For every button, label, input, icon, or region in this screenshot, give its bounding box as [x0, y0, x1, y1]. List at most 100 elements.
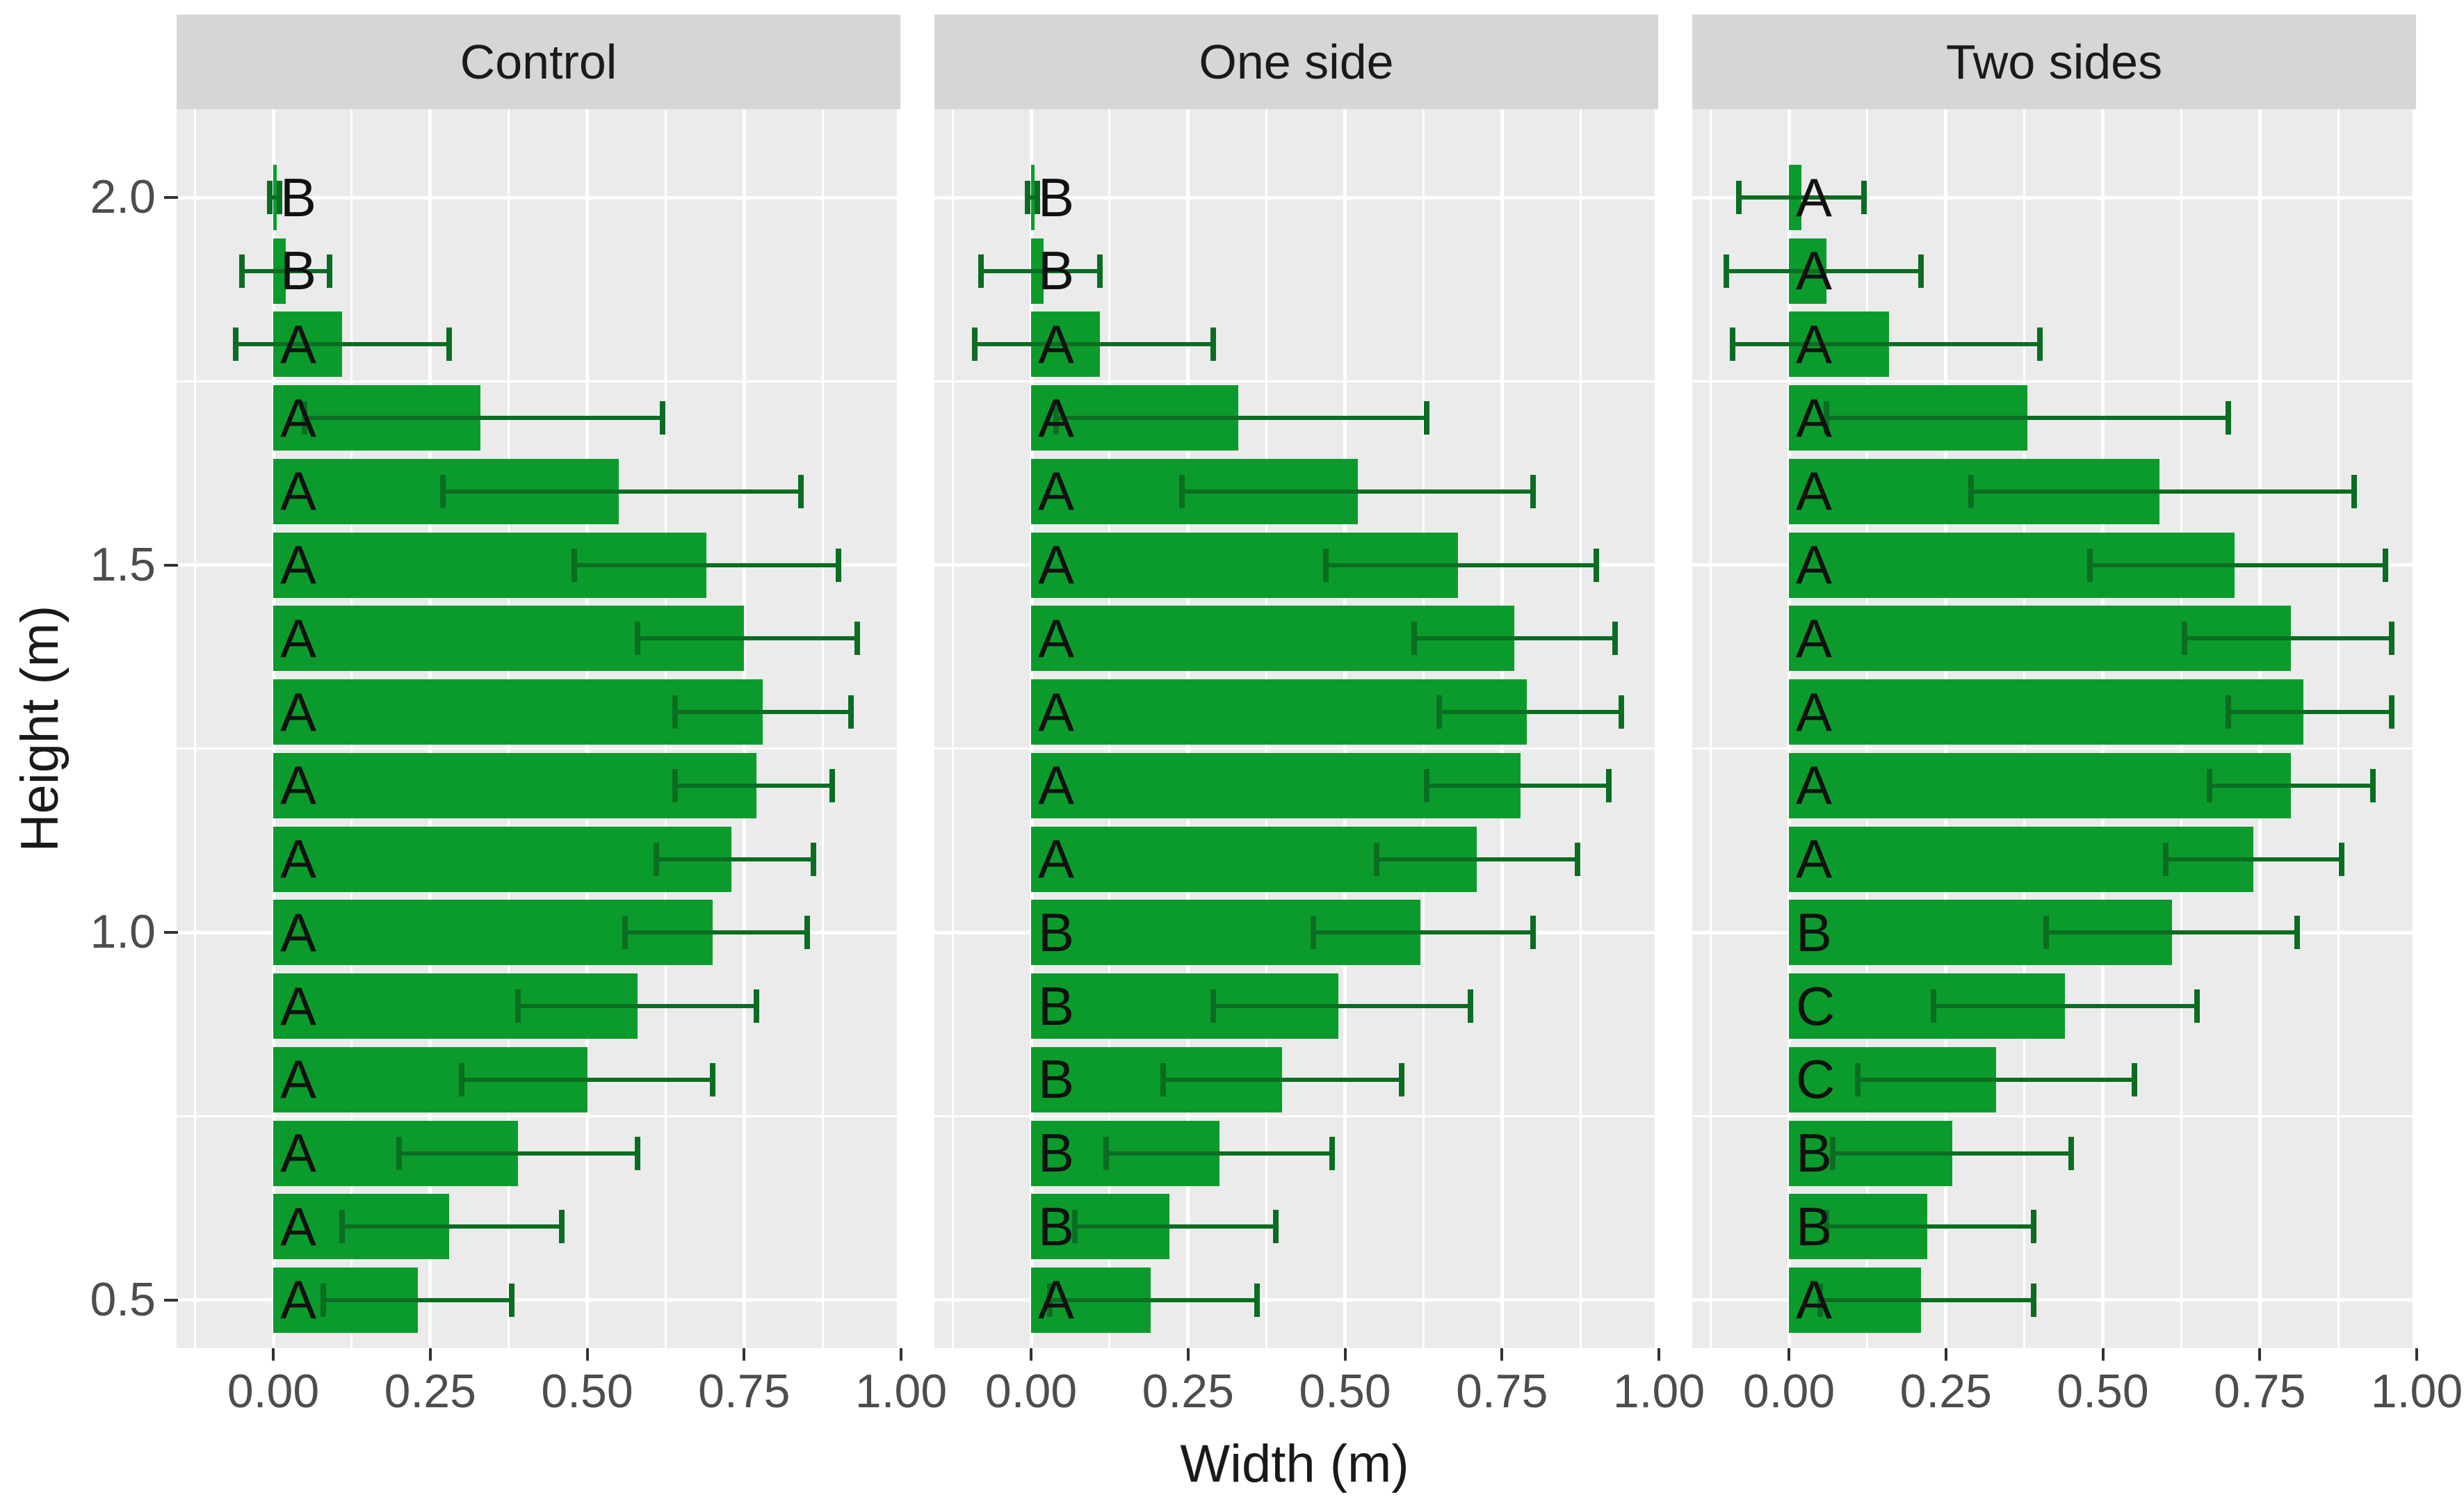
- error-bar: [2090, 562, 2385, 567]
- error-cap: [1178, 474, 1185, 508]
- error-cap: [1053, 401, 1060, 435]
- x-tick: [2101, 1348, 2105, 1361]
- error-cap: [446, 327, 452, 362]
- x-tick-label: 0.75: [698, 1365, 791, 1418]
- sig-letter: A: [1038, 387, 1075, 448]
- error-bar: [1413, 636, 1615, 641]
- sig-letter: A: [1038, 754, 1075, 816]
- error-cap: [2226, 695, 2232, 729]
- error-cap: [2338, 842, 2344, 876]
- sig-letter: A: [1796, 460, 1833, 522]
- error-cap: [2037, 327, 2043, 362]
- sig-letter: B: [1038, 166, 1075, 228]
- error-bar: [1213, 1004, 1471, 1009]
- error-bar: [637, 636, 857, 641]
- error-cap: [754, 989, 760, 1023]
- error-bar: [1933, 1004, 2197, 1009]
- sig-letter: A: [280, 828, 317, 890]
- x-tick-label: 0.25: [1899, 1365, 1992, 1418]
- sig-letter: B: [1038, 975, 1075, 1037]
- error-cap: [572, 548, 578, 582]
- error-bar: [461, 1077, 713, 1082]
- grid-major-v: [1655, 109, 1658, 1348]
- error-cap: [509, 1283, 515, 1317]
- x-tick: [1657, 1348, 1660, 1361]
- sig-letter: B: [1038, 1048, 1075, 1110]
- x-tick: [900, 1348, 902, 1361]
- x-tick-label: 0.00: [1742, 1365, 1835, 1418]
- error-bar: [342, 1224, 562, 1229]
- x-tick-label: 0.50: [541, 1365, 633, 1418]
- error-cap: [1323, 548, 1329, 582]
- error-cap: [1530, 916, 1537, 950]
- error-bar: [1826, 416, 2229, 421]
- grid-minor-v: [1709, 109, 1712, 1348]
- error-cap: [1436, 695, 1442, 729]
- error-cap: [634, 1136, 640, 1170]
- x-tick-label: 0.75: [2214, 1365, 2306, 1418]
- error-cap: [1329, 1136, 1336, 1170]
- error-cap: [1468, 989, 1474, 1023]
- error-bar: [398, 1151, 638, 1156]
- grid-minor-v: [1579, 109, 1582, 1348]
- sig-letter: C: [1796, 1048, 1835, 1110]
- error-cap: [1968, 474, 1974, 508]
- sig-letter: B: [1796, 1122, 1833, 1184]
- error-cap: [515, 989, 521, 1023]
- x-tick: [585, 1348, 589, 1361]
- error-cap: [1861, 181, 1867, 214]
- x-tick-label: 0.00: [984, 1365, 1078, 1418]
- sig-letter: A: [280, 387, 317, 448]
- error-bar: [305, 416, 663, 421]
- sig-letter: A: [1796, 534, 1833, 596]
- error-bar: [235, 342, 449, 347]
- error-cap: [1723, 254, 1729, 288]
- error-cap: [1025, 181, 1031, 214]
- y-tick: [164, 1298, 178, 1302]
- error-bar: [1726, 268, 1921, 273]
- error-cap: [302, 401, 308, 435]
- grid-major-h: [1692, 1298, 2416, 1302]
- error-cap: [559, 1210, 565, 1244]
- error-bar: [323, 1297, 512, 1302]
- y-tick-label: 2.0: [90, 170, 156, 223]
- sig-letter: B: [1796, 901, 1833, 963]
- sig-letter: A: [280, 681, 317, 743]
- error-cap: [1824, 1210, 1830, 1244]
- sig-letter: B: [1796, 1195, 1833, 1257]
- error-cap: [1398, 1062, 1404, 1096]
- error-cap: [2388, 695, 2394, 729]
- error-cap: [634, 622, 640, 656]
- error-cap: [339, 1210, 346, 1244]
- sig-letter: A: [280, 754, 317, 816]
- error-cap: [2181, 622, 2187, 656]
- error-cap: [622, 916, 628, 950]
- grid-major-v: [897, 109, 900, 1348]
- grid-minor-v: [951, 109, 954, 1348]
- error-bar: [2165, 857, 2342, 861]
- x-tick-label: 1.00: [2370, 1365, 2463, 1418]
- error-bar: [1326, 562, 1596, 567]
- error-bar: [2210, 783, 2373, 788]
- error-cap: [2369, 768, 2376, 802]
- x-tick-label: 0.50: [2057, 1365, 2149, 1418]
- grid-minor-h: [177, 1115, 900, 1118]
- error-bar: [442, 489, 801, 494]
- error-bar: [974, 342, 1213, 347]
- error-cap: [2194, 989, 2200, 1023]
- error-cap: [327, 254, 333, 288]
- sig-letter: B: [1038, 901, 1075, 963]
- error-cap: [2031, 1210, 2037, 1244]
- error-bar: [574, 562, 838, 567]
- error-cap: [396, 1136, 402, 1170]
- error-cap: [1047, 1283, 1053, 1317]
- error-cap: [1605, 768, 1612, 802]
- y-tick: [164, 931, 178, 934]
- sig-letter: A: [1796, 828, 1833, 890]
- grid-minor-h: [934, 380, 1658, 382]
- error-cap: [1035, 181, 1041, 214]
- error-cap: [810, 842, 816, 876]
- error-bar: [1028, 195, 1038, 200]
- error-cap: [835, 548, 841, 582]
